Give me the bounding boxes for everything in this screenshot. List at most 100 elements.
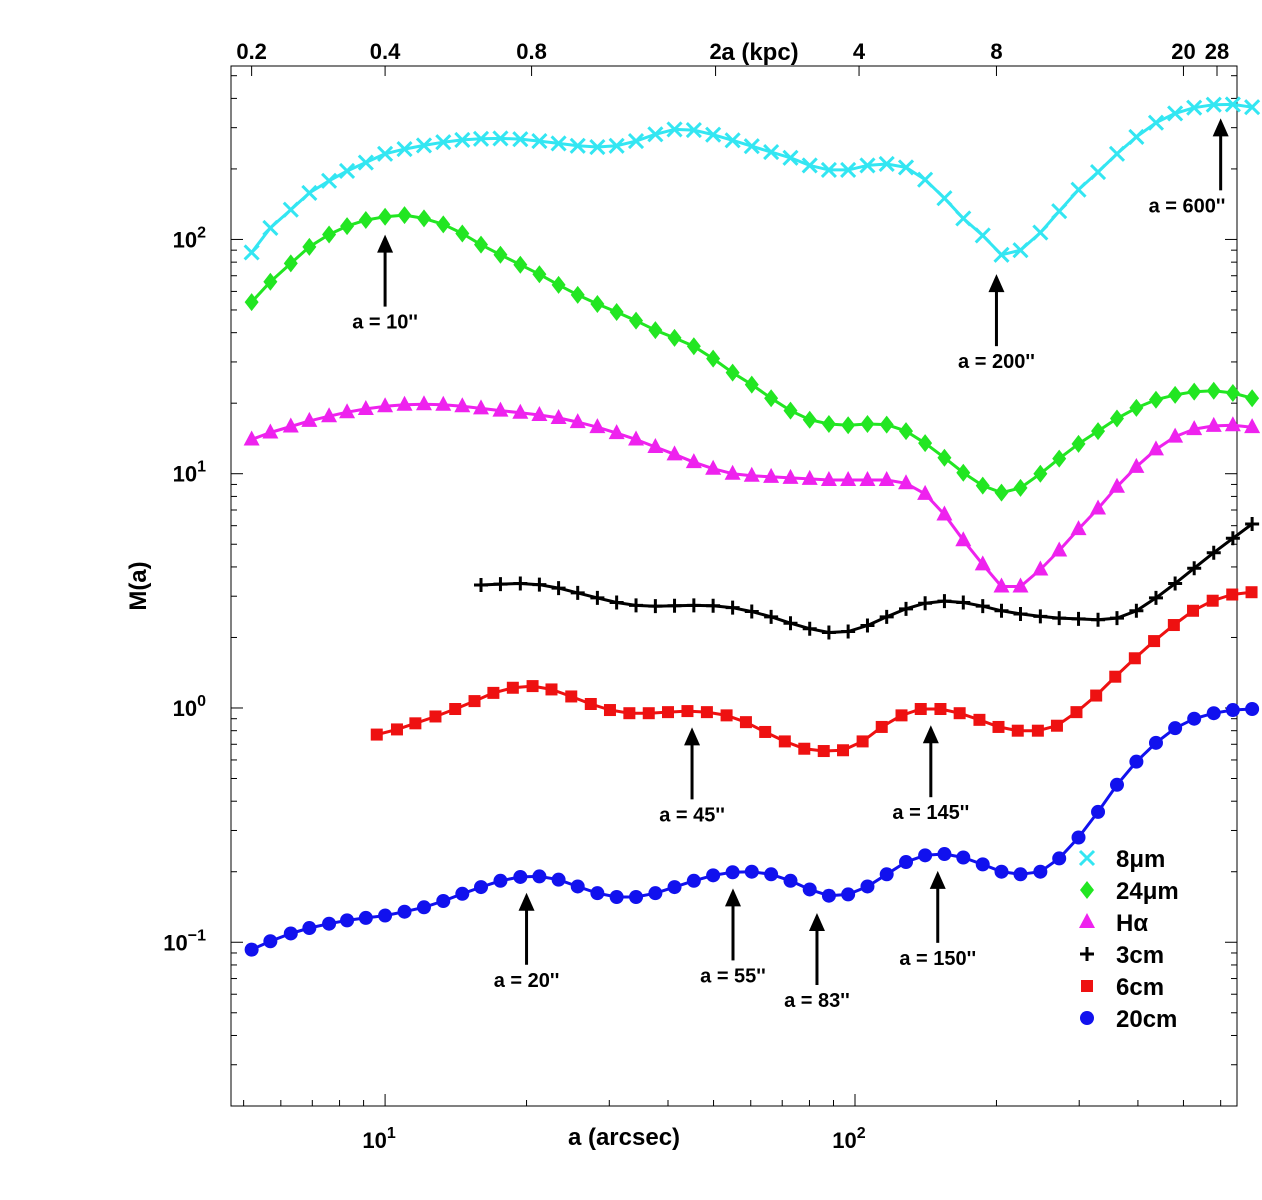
data-point xyxy=(934,703,947,716)
data-point xyxy=(974,227,991,244)
data-point xyxy=(1032,560,1049,576)
data-point xyxy=(802,621,817,636)
data-point xyxy=(1128,128,1145,145)
data-point xyxy=(878,471,895,487)
legend-marker xyxy=(1080,1011,1094,1025)
data-point xyxy=(243,244,260,261)
data-point xyxy=(339,403,356,419)
data-point xyxy=(322,916,337,931)
data-point xyxy=(565,690,578,703)
data-point xyxy=(340,217,355,236)
annotation-label: a = 55'' xyxy=(700,965,766,987)
data-point xyxy=(782,468,799,484)
annotation-0: a = 10'' xyxy=(352,234,418,334)
data-point xyxy=(1187,382,1202,401)
data-point xyxy=(837,744,850,757)
data-point xyxy=(859,471,876,487)
data-point xyxy=(1226,588,1239,601)
data-point xyxy=(493,577,508,592)
data-point xyxy=(1070,181,1087,198)
data-point xyxy=(1187,604,1200,617)
data-point xyxy=(821,625,836,640)
data-point xyxy=(262,219,279,236)
annotation-arrow-head xyxy=(518,892,535,911)
series-line xyxy=(376,590,1252,753)
annotation-label: a = 83'' xyxy=(784,990,850,1012)
legend-marker xyxy=(1080,881,1094,899)
data-point xyxy=(783,873,798,888)
data-point xyxy=(623,707,636,720)
data-point xyxy=(1147,114,1165,131)
data-point xyxy=(1013,867,1028,882)
data-point xyxy=(801,469,818,485)
data-point xyxy=(378,207,393,226)
kpc-tick-label: 2 xyxy=(709,39,721,64)
annotation-label: a = 600'' xyxy=(1149,195,1226,217)
data-point xyxy=(914,703,927,716)
data-point xyxy=(706,349,721,368)
data-point xyxy=(435,134,452,151)
legend-marker xyxy=(1078,849,1096,867)
series-2 xyxy=(243,395,1261,593)
data-point xyxy=(436,893,451,908)
data-point xyxy=(531,133,548,150)
kpc-tick-label: 28 xyxy=(1205,39,1229,64)
data-point xyxy=(526,680,539,693)
annotation-7: a = 83'' xyxy=(784,912,850,1012)
data-point xyxy=(1128,457,1145,473)
data-point xyxy=(878,155,895,173)
data-point xyxy=(397,904,412,919)
data-point xyxy=(1090,689,1103,702)
legend-entry-0: 8μm xyxy=(1078,846,1165,873)
data-point xyxy=(415,395,432,411)
kpc-tick-label: 0.4 xyxy=(370,39,401,64)
x2-axis-title: a (kpc) xyxy=(721,39,798,66)
data-point xyxy=(569,137,586,154)
data-point xyxy=(1052,449,1067,468)
data-point xyxy=(1070,706,1083,719)
data-point xyxy=(301,411,318,427)
data-point xyxy=(358,211,373,230)
data-point xyxy=(377,397,394,413)
data-point xyxy=(532,869,547,884)
data-point xyxy=(1148,390,1163,409)
data-point xyxy=(956,595,971,610)
annotation-arrow-head xyxy=(988,274,1005,293)
data-point xyxy=(429,710,442,723)
data-point xyxy=(416,900,431,915)
data-point xyxy=(918,434,933,453)
data-point xyxy=(474,880,489,895)
data-point xyxy=(628,430,645,446)
data-point xyxy=(492,401,509,417)
data-point xyxy=(739,716,752,729)
data-point xyxy=(550,135,567,152)
series-4 xyxy=(370,586,1258,758)
plot-frame xyxy=(230,65,1238,1107)
data-point xyxy=(454,397,471,413)
data-point xyxy=(955,210,972,227)
data-point xyxy=(1071,434,1086,453)
data-point xyxy=(1051,541,1068,557)
data-point xyxy=(569,413,586,429)
data-point xyxy=(512,403,529,419)
data-point xyxy=(1031,724,1044,737)
data-point xyxy=(454,131,471,148)
series-line xyxy=(250,102,1253,257)
data-point xyxy=(764,609,779,624)
data-point xyxy=(244,293,259,312)
data-point xyxy=(1224,96,1241,113)
series-layer xyxy=(243,96,1261,957)
data-point xyxy=(1186,99,1203,116)
kpc-tick-label: 20 xyxy=(1171,39,1195,64)
data-point xyxy=(396,141,413,158)
data-point xyxy=(1167,105,1184,122)
data-point xyxy=(378,908,393,923)
data-point xyxy=(1091,804,1106,819)
data-point xyxy=(472,130,490,147)
data-point xyxy=(243,430,260,446)
data-point xyxy=(917,171,934,188)
annotation-6: a = 55'' xyxy=(700,888,766,987)
data-point xyxy=(937,847,952,862)
data-point xyxy=(783,401,798,420)
data-point xyxy=(512,131,529,148)
